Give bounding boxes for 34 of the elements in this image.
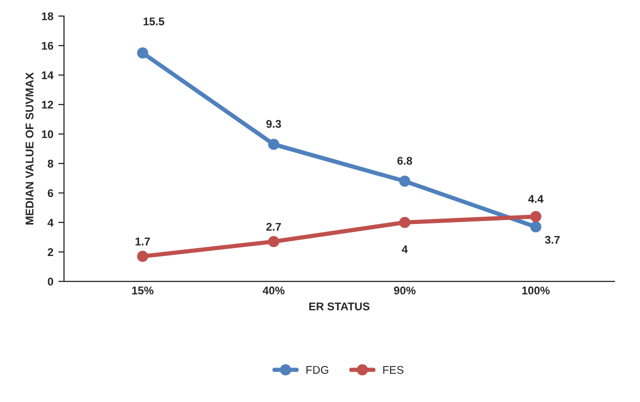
data-label: 2.7 xyxy=(266,222,281,231)
y-tick-label: 16 xyxy=(42,42,54,50)
y-axis-title: MEDIAN VALUE OF SUVMAX xyxy=(26,72,34,224)
point xyxy=(399,216,410,228)
data-label: 4 xyxy=(402,245,408,254)
data-label: 4.4 xyxy=(528,195,544,203)
data-label: 15.5 xyxy=(144,18,164,26)
x-tick-label: 15% xyxy=(132,286,154,294)
x-tick-label: 40% xyxy=(262,286,285,294)
y-tick-label: 10 xyxy=(42,130,54,138)
y-tick-label: 8 xyxy=(48,160,54,168)
point xyxy=(530,221,542,232)
point xyxy=(268,138,280,150)
legend-label: FES xyxy=(383,366,404,374)
y-tick-label: 2 xyxy=(48,248,54,256)
data-label: 9.3 xyxy=(266,120,281,128)
point xyxy=(268,236,280,248)
y-tick-label: 6 xyxy=(48,189,54,198)
data-label: 6.8 xyxy=(397,156,412,165)
point xyxy=(137,250,148,262)
point xyxy=(137,47,148,58)
legend-label: FDG xyxy=(306,366,328,374)
x-tick-label: 90% xyxy=(394,286,416,294)
y-tick-label: 18 xyxy=(42,12,54,20)
y-tick-label: 0 xyxy=(48,278,54,286)
y-tick-label: 14 xyxy=(42,71,54,80)
point xyxy=(399,176,410,187)
y-tick-label: 12 xyxy=(42,100,54,109)
y-tick-label: 4 xyxy=(48,218,54,226)
point xyxy=(530,210,542,222)
x-axis-title: ER STATUS xyxy=(309,302,370,310)
data-label: 1.7 xyxy=(136,238,150,246)
data-label: 3.7 xyxy=(544,236,560,244)
x-tick-label: 100% xyxy=(522,286,550,294)
